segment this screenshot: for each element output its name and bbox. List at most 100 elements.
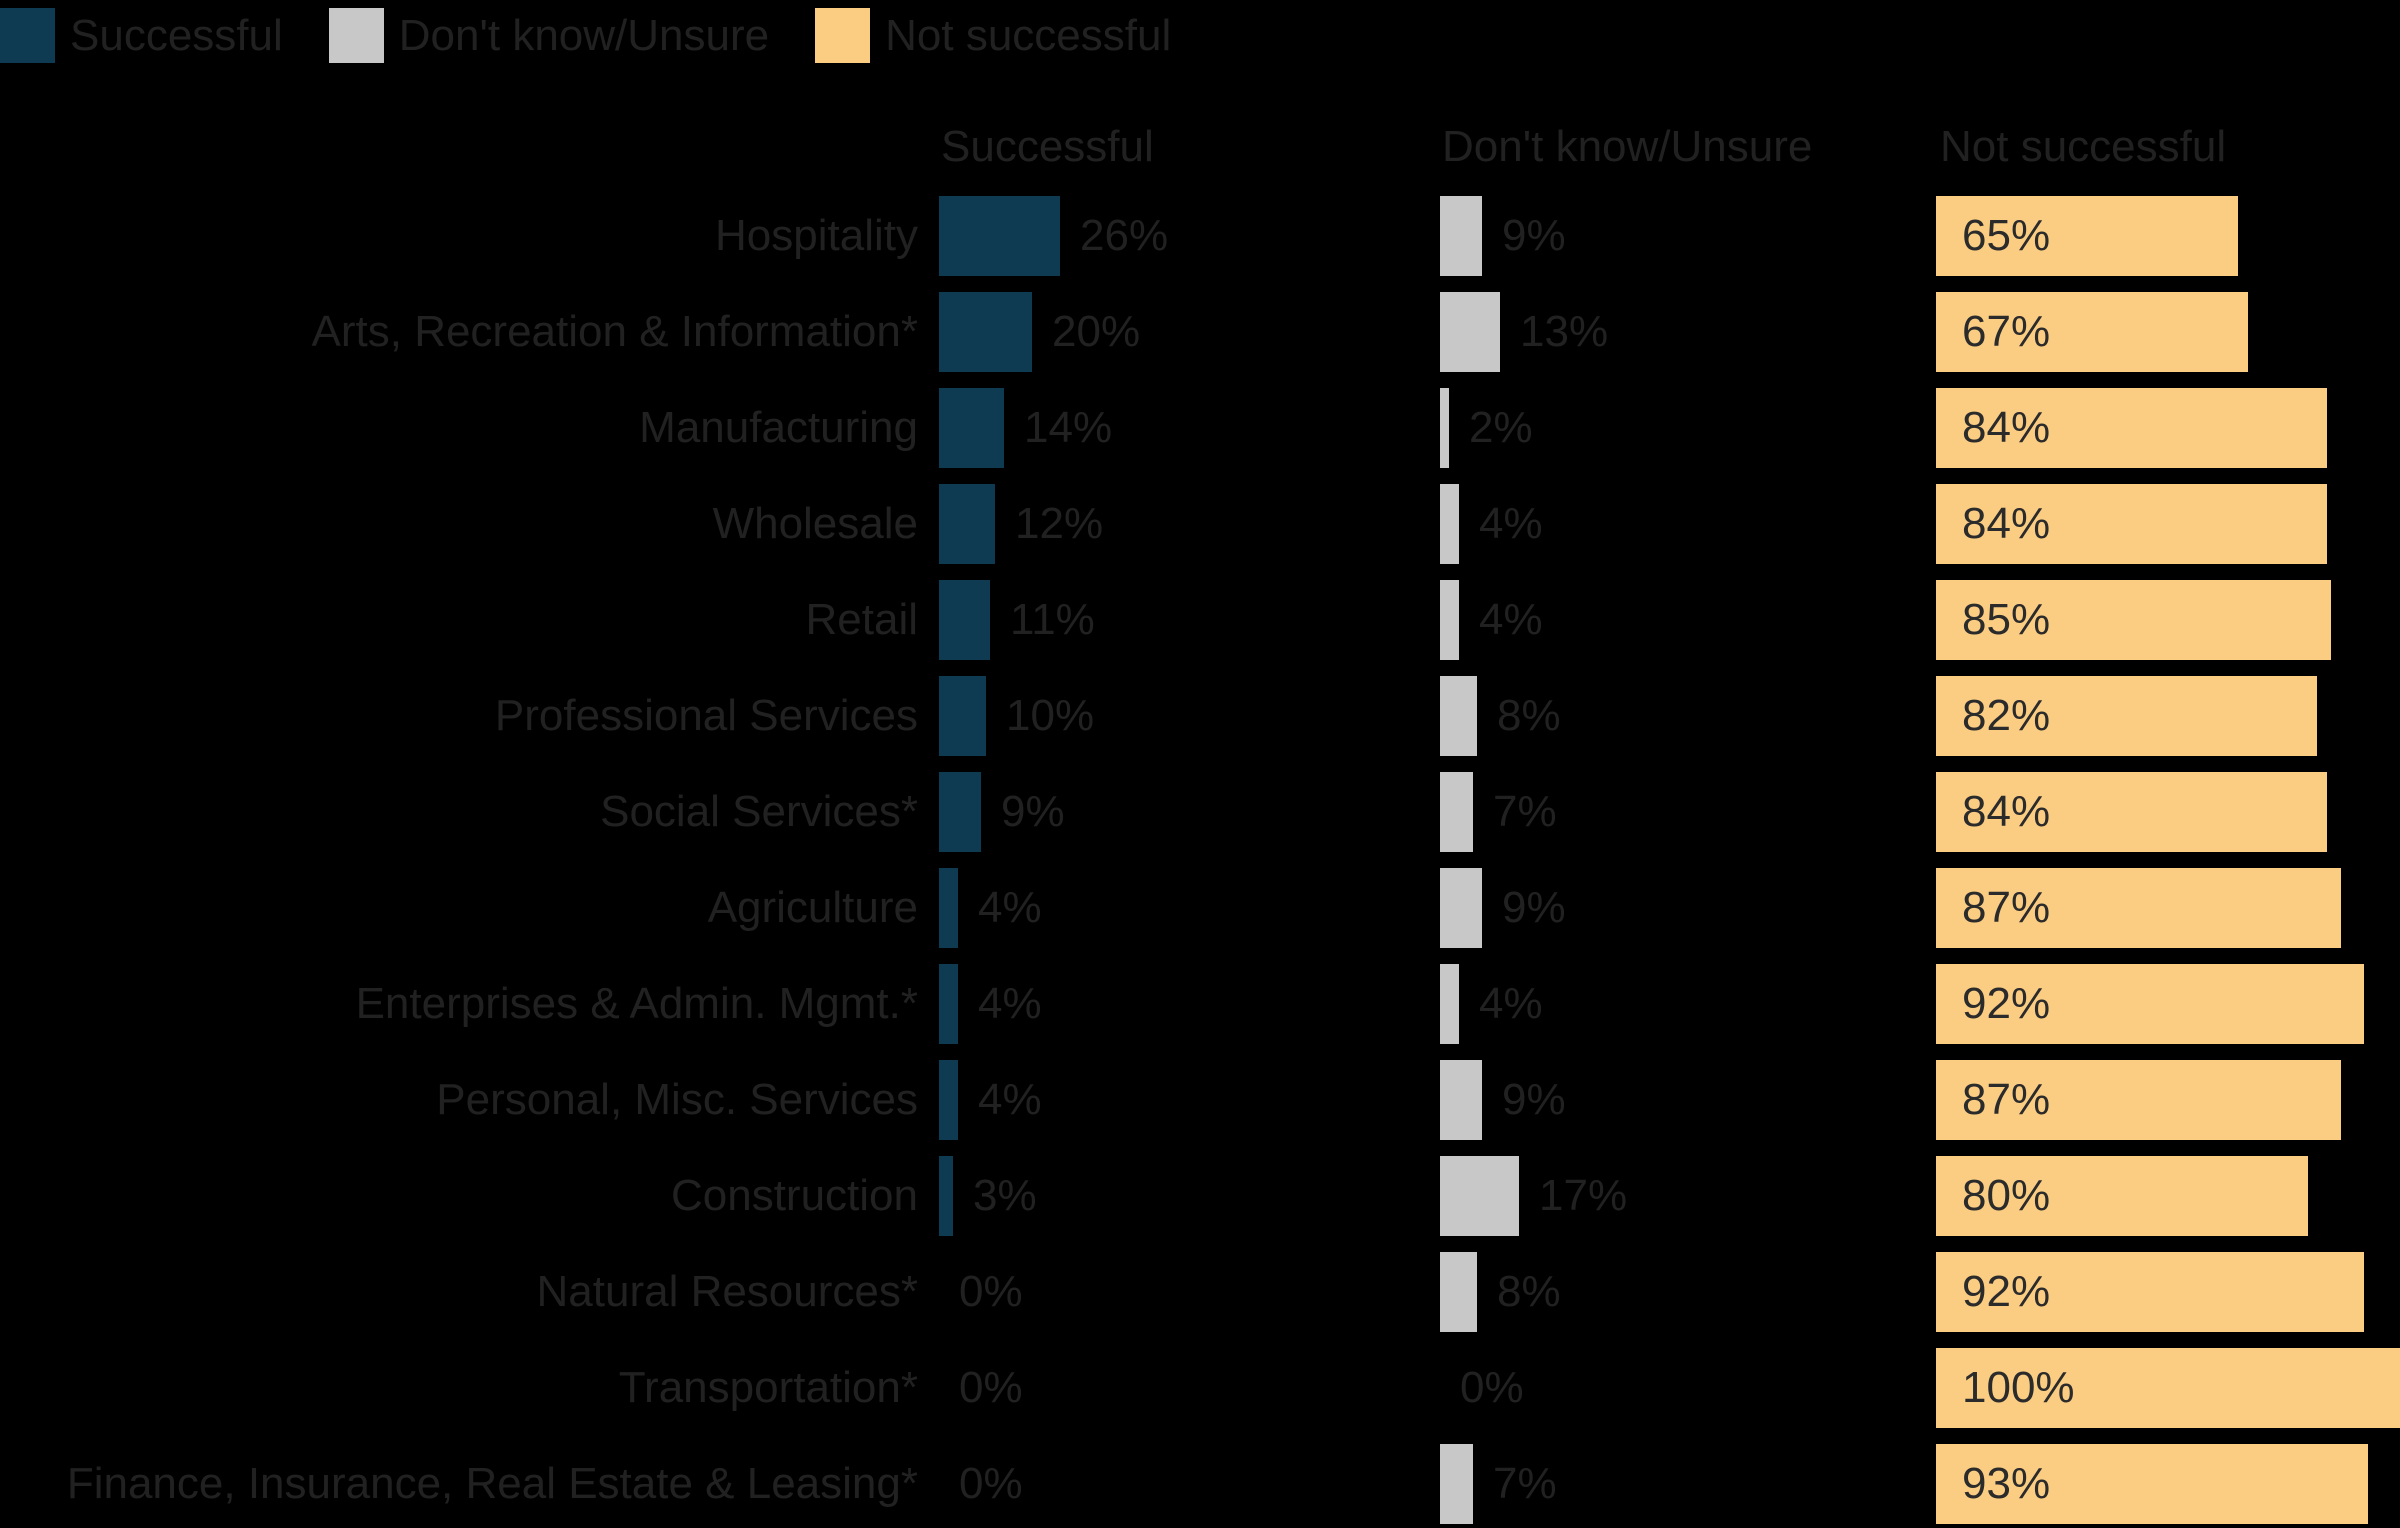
value-label-dont-know: 8%: [1497, 1267, 1561, 1316]
chart-row: Manufacturing 14% 2% 84%: [0, 388, 2400, 468]
value-label-successful: 11%: [1010, 595, 1095, 644]
value-label-successful: 4%: [978, 1075, 1042, 1124]
bar-successful: [939, 964, 958, 1044]
value-label-dont-know: 4%: [1479, 979, 1543, 1028]
value-label-not-successful: 92%: [1962, 1267, 2051, 1316]
chart-row: Finance, Insurance, Real Estate & Leasin…: [0, 1444, 2400, 1524]
value-label-dont-know: 7%: [1493, 1459, 1557, 1508]
bar-not-successful: [1936, 388, 2327, 468]
value-label-successful: 12%: [1015, 499, 1104, 548]
bar-successful: [939, 676, 986, 756]
legend-item-not-successful: Not successful: [815, 8, 1171, 63]
bar-dont-know: [1440, 484, 1459, 564]
chart-row: Enterprises & Admin. Mgmt.* 4% 4% 92%: [0, 964, 2400, 1044]
chart-row: Hospitality 26% 9% 65%: [0, 196, 2400, 276]
value-label-not-successful: 87%: [1962, 1075, 2051, 1124]
value-label-not-successful: 82%: [1962, 691, 2051, 740]
chart-row: Professional Services 10% 8% 82%: [0, 676, 2400, 756]
bar-dont-know: [1440, 1060, 1482, 1140]
value-label-successful: 14%: [1024, 403, 1113, 452]
value-label-successful: 26%: [1080, 211, 1169, 260]
value-label-dont-know: 17%: [1539, 1171, 1628, 1220]
bar-successful: [939, 772, 981, 852]
legend-label-not-successful: Not successful: [885, 11, 1172, 60]
chart-row: Wholesale 12% 4% 84%: [0, 484, 2400, 564]
value-label-dont-know: 9%: [1502, 1075, 1566, 1124]
value-label-not-successful: 92%: [1962, 979, 2051, 1028]
value-label-successful: 0%: [959, 1267, 1023, 1316]
category-label: Transportation*: [618, 1363, 918, 1412]
bar-not-successful: [1936, 1156, 2308, 1236]
value-label-not-successful: 84%: [1962, 499, 2051, 548]
bar-not-successful: [1936, 292, 2248, 372]
legend-item-dont-know: Don't know/Unsure: [328, 8, 770, 63]
bar-dont-know: [1440, 868, 1482, 948]
value-label-not-successful: 65%: [1962, 211, 2051, 260]
bar-dont-know: [1440, 388, 1449, 468]
bar-not-successful: [1936, 964, 2364, 1044]
bar-dont-know: [1440, 1252, 1477, 1332]
value-label-successful: 4%: [978, 979, 1042, 1028]
chart-row: Personal, Misc. Services 4% 9% 87%: [0, 1060, 2400, 1140]
value-label-successful: 4%: [978, 883, 1042, 932]
bar-dont-know: [1440, 676, 1477, 756]
legend-item-successful: Successful: [0, 8, 283, 63]
value-label-not-successful: 84%: [1962, 787, 2051, 836]
bar-not-successful: [1936, 1444, 2368, 1524]
bar-dont-know: [1440, 964, 1459, 1044]
column-header-successful: Successful: [941, 122, 1154, 171]
bar-not-successful: [1936, 676, 2317, 756]
bar-not-successful: [1936, 580, 2331, 660]
value-label-not-successful: 85%: [1962, 595, 2051, 644]
legend-swatch-successful-icon: [0, 8, 55, 63]
category-label: Social Services*: [600, 787, 918, 836]
chart-row: Agriculture 4% 9% 87%: [0, 868, 2400, 948]
bar-dont-know: [1440, 580, 1459, 660]
value-label-not-successful: 87%: [1962, 883, 2051, 932]
value-label-dont-know: 4%: [1479, 595, 1543, 644]
value-label-dont-know: 9%: [1502, 883, 1566, 932]
bar-dont-know: [1440, 1156, 1519, 1236]
legend-label-dont-know: Don't know/Unsure: [398, 11, 770, 60]
chart-row: Transportation* 0% 0% 100%: [0, 1348, 2400, 1428]
bar-not-successful: [1936, 1252, 2364, 1332]
bar-not-successful: [1936, 868, 2341, 948]
value-label-not-successful: 84%: [1962, 403, 2051, 452]
category-label: Enterprises & Admin. Mgmt.*: [355, 979, 918, 1028]
bar-successful: [939, 1156, 953, 1236]
value-label-not-successful: 93%: [1962, 1459, 2051, 1508]
bar-successful: [939, 388, 1004, 468]
bar-successful: [939, 868, 958, 948]
bar-dont-know: [1440, 1444, 1473, 1524]
value-label-not-successful: 80%: [1962, 1171, 2051, 1220]
column-header-not-successful: Not successful: [1940, 122, 2227, 171]
legend-label-successful: Successful: [70, 11, 283, 60]
bar-dont-know: [1440, 196, 1482, 276]
bar-successful: [939, 196, 1060, 276]
bar-dont-know: [1440, 292, 1500, 372]
category-label: Personal, Misc. Services: [436, 1075, 918, 1124]
value-label-dont-know: 4%: [1479, 499, 1543, 548]
category-label: Construction: [670, 1171, 918, 1220]
category-label: Natural Resources*: [536, 1267, 919, 1316]
bar-successful: [939, 292, 1032, 372]
value-label-successful: 20%: [1052, 307, 1141, 356]
bar-successful: [939, 484, 995, 564]
bar-not-successful: [1936, 772, 2327, 852]
chart-row: Natural Resources* 0% 8% 92%: [0, 1252, 2400, 1332]
chart-row: Arts, Recreation & Information* 20% 13% 67%: [0, 292, 2400, 372]
bar-not-successful: [1936, 1348, 2400, 1428]
value-label-dont-know: 2%: [1469, 403, 1533, 452]
bar-dont-know: [1440, 772, 1473, 852]
category-label: Retail: [805, 595, 919, 644]
category-label: Manufacturing: [639, 403, 918, 452]
bar-not-successful: [1936, 196, 2238, 276]
chart-row: Construction 3% 17% 80%: [0, 1156, 2400, 1236]
value-label-not-successful: 67%: [1962, 307, 2051, 356]
value-label-dont-know: 0%: [1460, 1363, 1524, 1412]
category-label: Agriculture: [707, 883, 918, 932]
bar-successful: [939, 1060, 958, 1140]
legend-swatch-not-successful-icon: [815, 8, 871, 63]
bar-not-successful: [1936, 484, 2327, 564]
category-label: Wholesale: [712, 499, 918, 548]
